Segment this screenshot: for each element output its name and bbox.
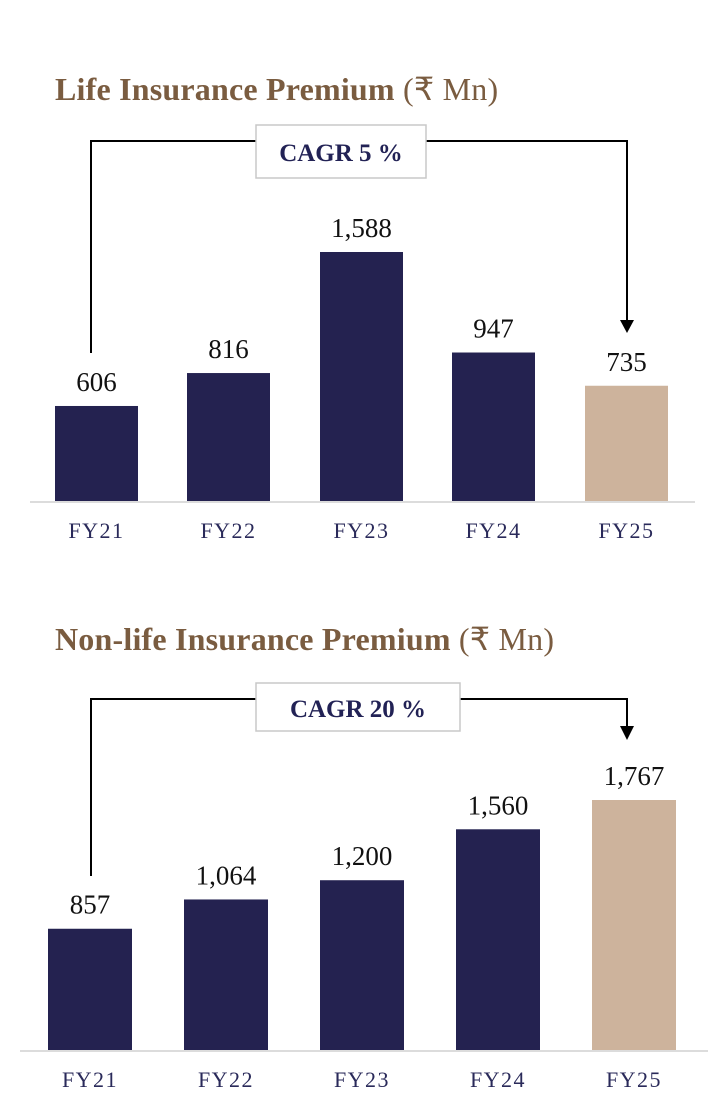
non-life-insurance-title-text: Non-life Insurance Premium: [55, 621, 451, 657]
value-label: 606: [76, 367, 117, 397]
value-label: 735: [606, 347, 647, 377]
bar-fy25: [585, 385, 668, 501]
bar-fy25: [592, 800, 676, 1050]
cagr-line: [90, 698, 256, 876]
life-insurance-title-text: Life Insurance Premium: [55, 71, 395, 107]
value-label: 1,064: [196, 860, 257, 890]
bar-fy22: [187, 373, 270, 501]
cagr-arrow-icon: [620, 726, 634, 740]
cagr-line: [90, 140, 256, 353]
life-insurance-title: Life Insurance Premium (₹ Mn): [55, 70, 498, 108]
category-label: FY21: [68, 518, 124, 543]
bar-fy22: [184, 899, 268, 1050]
cagr-line-right: [426, 140, 628, 322]
value-label: 947: [473, 314, 514, 344]
non-life-insurance-title-unit: (₹ Mn): [458, 621, 555, 657]
life-insurance-chart: CAGR 5 % 606 FY21 816 FY22 1,588 FY23 947 FY24 7…: [30, 124, 695, 543]
value-label: 1,200: [332, 841, 393, 871]
bar-fy21: [48, 928, 132, 1050]
value-label: 1,767: [604, 761, 665, 791]
category-label: FY25: [606, 1067, 662, 1092]
bar-fy24: [452, 352, 535, 501]
cagr-box: [255, 124, 427, 179]
bar-fy21: [55, 405, 138, 501]
value-label: 816: [208, 334, 249, 364]
cagr-connector: [90, 140, 634, 353]
cagr-line-right: [460, 698, 628, 728]
category-label: FY23: [333, 518, 389, 543]
category-label: FY24: [470, 1067, 526, 1092]
value-label: 1,560: [468, 790, 529, 820]
bar-fy23: [320, 252, 403, 501]
category-label: FY25: [598, 518, 654, 543]
cagr-label: CAGR 20 %: [290, 696, 426, 723]
value-label: 857: [70, 890, 111, 920]
bar-fy23: [320, 880, 404, 1050]
cagr-label: CAGR 5 %: [279, 140, 403, 167]
cagr-box: [255, 682, 461, 732]
bar-fy24: [456, 829, 540, 1050]
cagr-connector: [90, 698, 634, 876]
category-label: FY23: [334, 1067, 390, 1092]
category-label: FY22: [198, 1067, 254, 1092]
cagr-arrow-icon: [620, 320, 634, 333]
life-insurance-title-unit: (₹ Mn): [402, 71, 499, 107]
category-label: FY24: [465, 518, 521, 543]
category-label: FY21: [62, 1067, 118, 1092]
non-life-insurance-title: Non-life Insurance Premium (₹ Mn): [55, 620, 554, 658]
category-label: FY22: [200, 518, 256, 543]
value-label: 1,588: [331, 213, 392, 243]
